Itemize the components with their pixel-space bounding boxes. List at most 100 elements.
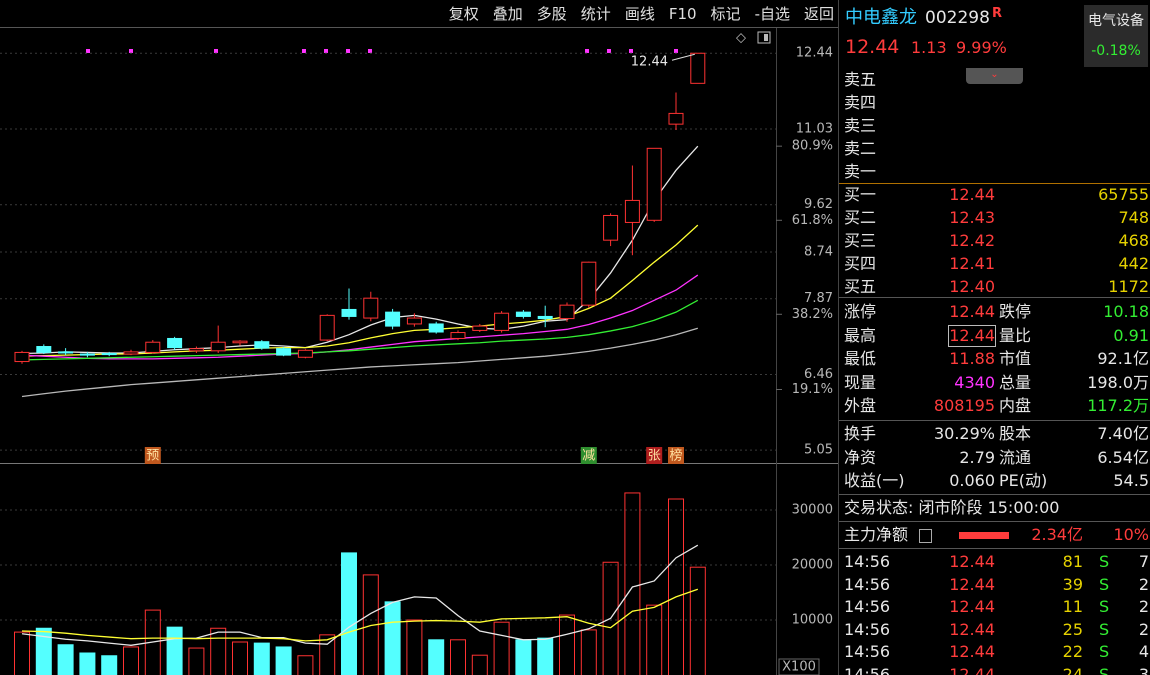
trade-count: 2: [1138, 574, 1149, 594]
candle-body: [14, 351, 30, 363]
y-tick-label: 8.74: [804, 244, 833, 259]
trade-side: S: [1099, 552, 1110, 571]
volume-bar: [188, 647, 205, 675]
candle-body: [385, 311, 401, 327]
toolbar-button[interactable]: 画线: [624, 5, 655, 23]
candle-body: [624, 199, 640, 223]
stat-label: 最低: [844, 349, 877, 368]
stat-label: 总量: [999, 372, 1032, 392]
stat-label: 外盘: [844, 396, 877, 415]
volume-bar: [275, 646, 292, 675]
marker: [86, 49, 90, 53]
ask-label: 卖二: [844, 139, 877, 158]
y-tick-label: 9.62: [804, 197, 833, 212]
toolbar-button[interactable]: 叠加: [492, 5, 523, 23]
toolbar-button[interactable]: -自选: [754, 5, 790, 23]
change-pct: 9.99%: [956, 38, 1007, 57]
bid-label: 买一: [844, 185, 877, 204]
separator: [839, 521, 1150, 522]
y-tick-label: 7.87: [804, 291, 833, 306]
separator: [839, 494, 1150, 495]
y-tick-label: 12.44: [796, 46, 833, 61]
toolbar-button[interactable]: 多股: [536, 5, 567, 23]
trade-price: 12.44: [949, 642, 995, 661]
toolbar-button[interactable]: F10: [668, 4, 697, 23]
annotation: 12.44: [631, 55, 668, 70]
y-tick-label: 5.05: [804, 443, 833, 458]
unit-label: X100: [782, 660, 816, 675]
candle-body: [559, 304, 575, 320]
icon: [764, 34, 768, 41]
trade-count: 2: [1138, 619, 1149, 639]
chart: ◇ 12.44 11.03 9.62 8.74 7.87 6.46 5.05 80.9% 61.…: [0, 27, 838, 675]
volume-bar: [406, 619, 423, 675]
y-tick-label: 30000: [792, 503, 833, 518]
volume-bar: [210, 627, 227, 675]
icon[interactable]: [757, 31, 771, 44]
candle-body: [406, 317, 422, 325]
bid-volume: 748: [1118, 208, 1149, 227]
trade-count: 7: [1138, 552, 1149, 571]
stock-code: 002298: [925, 8, 990, 28]
ma-line: [21, 274, 699, 360]
ask-label: 卖一: [844, 162, 877, 181]
candle-body: [210, 341, 226, 352]
ref-label: 80.9%: [792, 139, 833, 154]
volume-bar: [624, 492, 641, 675]
toolbar-button[interactable]: 统计: [580, 5, 611, 23]
stat-value: 808195: [933, 396, 995, 415]
badge-bg: [144, 447, 161, 464]
stat-label: 涨停: [844, 302, 877, 321]
trade-time: 14:56: [844, 642, 891, 661]
separator: [839, 548, 1150, 549]
volume-bar: [428, 639, 445, 675]
y-tick-label: 6.46: [804, 367, 833, 382]
volume-bar: [297, 655, 314, 675]
badge: 张: [648, 449, 661, 464]
y-tick-label: 10000: [792, 613, 833, 628]
toolbar-button[interactable]: 标记: [710, 5, 741, 23]
stat-value: 12.44: [948, 324, 996, 347]
separator: [839, 183, 1150, 184]
stat-value: 0.91: [1113, 325, 1149, 345]
stat-value: 117.2万: [1087, 396, 1149, 415]
stat-label: 跌停: [999, 302, 1032, 321]
toolbar-button[interactable]: 复权: [448, 5, 479, 23]
icon[interactable]: ◇: [736, 31, 746, 46]
ask-label: 卖四: [844, 93, 877, 112]
stat-value: 2.79: [959, 447, 995, 467]
volume-bar: [14, 631, 30, 675]
trade-price: 12.44: [949, 552, 995, 571]
trade-volume: 11: [1062, 597, 1083, 616]
collapse-button[interactable]: ⌄: [966, 68, 1023, 84]
toolbar-button[interactable]: 返回: [803, 5, 834, 23]
bid-volume: 65755: [1098, 185, 1149, 204]
stock-name: 中电鑫龙: [845, 7, 917, 28]
trade-volume: 25: [1062, 619, 1083, 639]
stat-value: 12.44: [949, 302, 995, 321]
volume-bar: [57, 644, 74, 675]
stat-label: 流通: [999, 447, 1032, 467]
stat-label: 换手: [844, 424, 877, 443]
candle-body: [690, 52, 706, 84]
ma-line: [21, 544, 699, 646]
candle-body: [188, 348, 204, 352]
candle-body: [319, 314, 335, 341]
event-markers: [86, 49, 678, 53]
separator: [839, 420, 1150, 421]
trade-price: 12.44: [949, 664, 995, 675]
candle-body: [79, 353, 95, 356]
stat-value: 11.88: [949, 349, 995, 368]
volume-bar: [384, 601, 401, 675]
volume-bar: [580, 629, 597, 675]
bid-volume: 468: [1118, 231, 1149, 250]
stat-label: 收益(一): [844, 471, 905, 490]
badge: 预: [146, 449, 159, 464]
marker: [214, 49, 218, 53]
bid-label: 买二: [844, 208, 877, 227]
stat-value: 92.1亿: [1097, 349, 1149, 368]
trade-time: 14:56: [844, 552, 891, 571]
marker: [607, 49, 611, 53]
candle-body: [450, 332, 466, 339]
